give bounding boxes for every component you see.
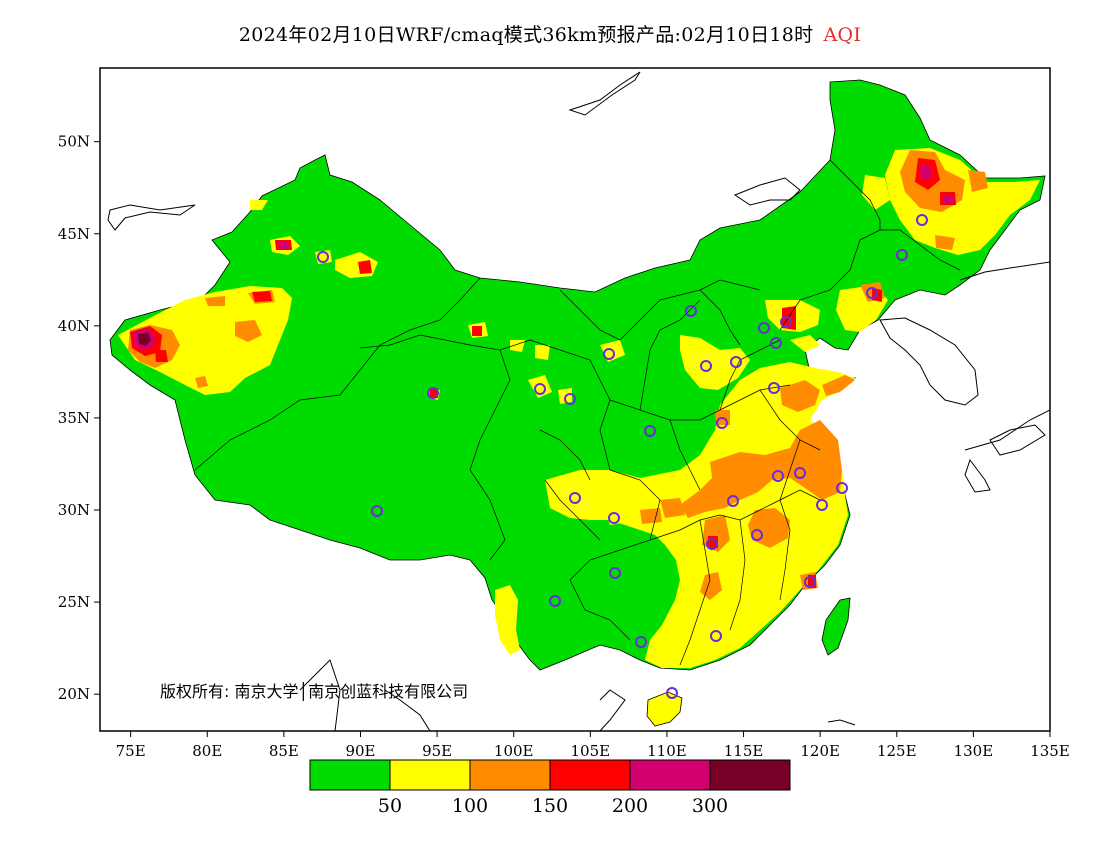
longitude-axis: 75E 80E 85E 90E 95E 100E 105E 110E 115E 120E 125E 1… [116, 731, 1070, 760]
colorbar-segment [549, 759, 631, 791]
lon-tick-label: 105E [571, 742, 611, 760]
lon-tick-label: 100E [494, 742, 534, 760]
lat-tick-label: 35N [58, 409, 90, 427]
coastlines [107, 71, 1050, 731]
lat-tick-label: 25N [58, 593, 90, 611]
lon-tick-label: 115E [724, 742, 764, 760]
colorbar-segment [709, 759, 791, 791]
lat-tick-label: 45N [58, 225, 90, 243]
station-markers [317, 214, 928, 699]
lon-tick-label: 95E [422, 742, 452, 760]
colorbar-segment [629, 759, 711, 791]
aqi-region-hainan [646, 691, 683, 727]
lon-tick-label: 130E [954, 742, 994, 760]
colorbar-label: 150 [532, 795, 568, 817]
aqi-moderate-zones [118, 148, 1040, 668]
lon-tick-label: 125E [877, 742, 917, 760]
colorbar-label: 300 [692, 795, 728, 817]
colorbar-label: 50 [378, 795, 402, 817]
colorbar-segment [309, 759, 391, 791]
aqi-hazardous-zones [138, 332, 151, 346]
lat-tick-label: 30N [58, 501, 90, 519]
lat-tick-label: 20N [58, 685, 90, 703]
lon-tick-label: 90E [345, 742, 375, 760]
colorbar-label: 100 [452, 795, 488, 817]
lon-tick-label: 85E [269, 742, 299, 760]
map-frame [99, 67, 1051, 732]
colorbar: 50 100 150 200 300 [309, 759, 791, 817]
lon-tick-label: 120E [800, 742, 840, 760]
map-title: 2024年02月10日WRF/cmaq模式36km预报产品:02月10日18时 A… [0, 20, 1100, 47]
lat-tick-label: 50N [58, 133, 90, 151]
lat-tick-label: 40N [58, 317, 90, 335]
lon-tick-label: 75E [116, 742, 146, 760]
variable-label: AQI [823, 24, 862, 46]
colorbar-segment [469, 759, 551, 791]
lon-tick-label: 110E [647, 742, 687, 760]
latitude-axis: 20N 25N 30N 35N 40N 45N 50N [58, 133, 100, 703]
aqi-region-taiwan [821, 597, 851, 656]
colorbar-label: 200 [612, 795, 648, 817]
lon-tick-label: 80E [192, 742, 222, 760]
lon-tick-label: 135E [1030, 742, 1070, 760]
aqi-very-unhealthy-zones [133, 165, 953, 350]
colorbar-segment [389, 759, 471, 791]
title-text: 2024年02月10日WRF/cmaq模式36km预报产品:02月10日18时 [238, 24, 814, 46]
copyright-text: 版权所有: 南京大学│南京创蓝科技有限公司 [160, 681, 468, 701]
